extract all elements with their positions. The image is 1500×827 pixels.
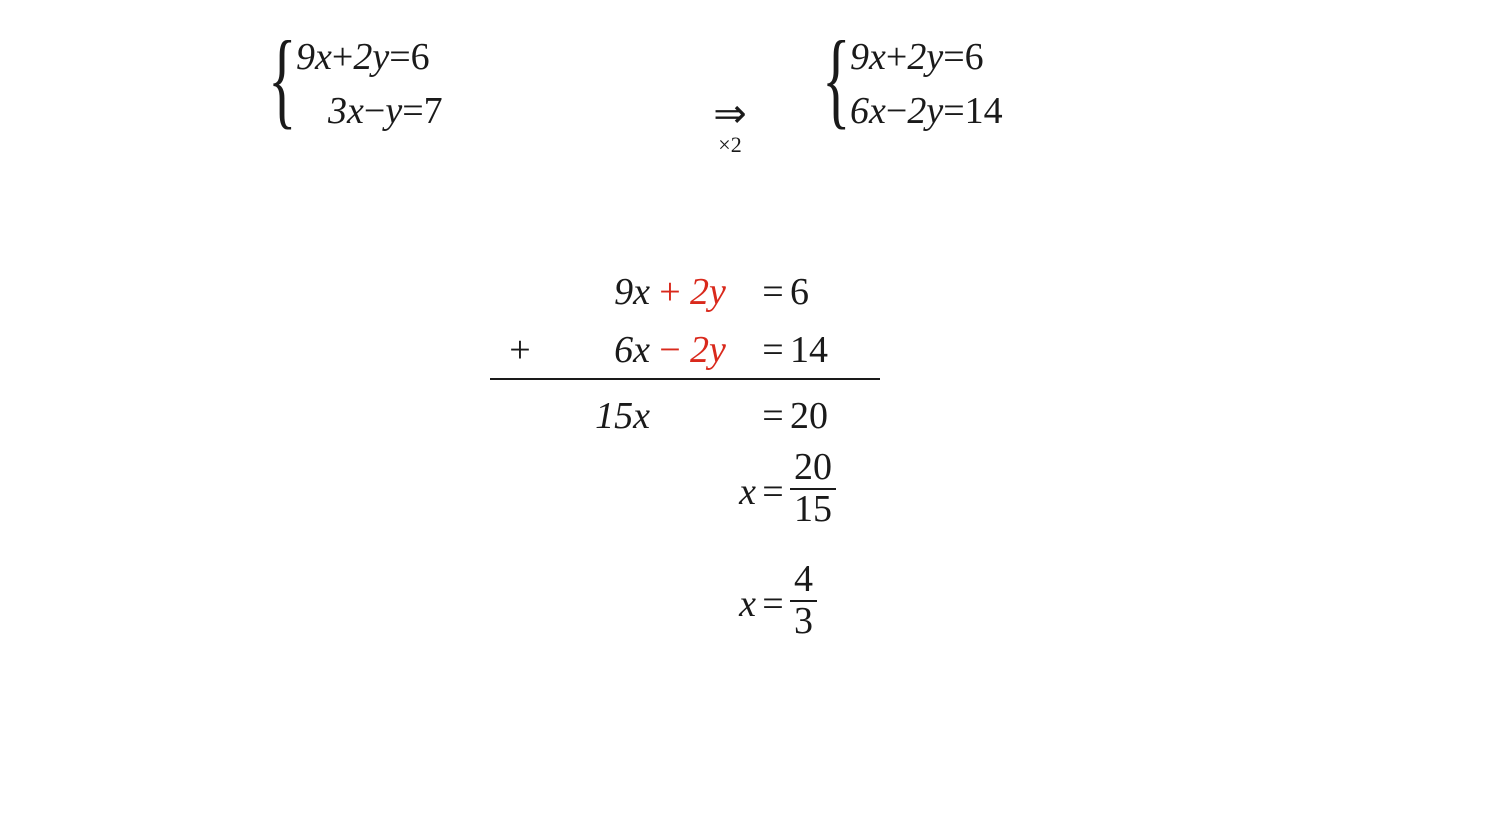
fraction-denominator: 15: [790, 490, 836, 530]
term-by: 2y: [690, 328, 750, 372]
brace-icon: {: [268, 26, 297, 134]
equation: 6x−2y=14: [850, 92, 1003, 130]
term-by: y: [385, 90, 402, 132]
term-by: 2y: [353, 36, 389, 78]
rhs: 6: [965, 36, 984, 78]
implies-arrow-icon: ⇒: [700, 94, 760, 134]
brace-icon: {: [822, 26, 851, 134]
rhs: 20: [790, 394, 870, 438]
rhs: 7: [424, 90, 443, 132]
equation: 9x+2y=6: [850, 38, 984, 76]
term-by: 2y: [907, 90, 943, 132]
term-by: 2y: [690, 270, 750, 314]
term-ax: 9x: [850, 36, 886, 78]
sum-rule: [490, 378, 880, 380]
rhs: 14: [790, 328, 870, 372]
rhs: 14: [965, 90, 1003, 132]
term-ax: 15x: [558, 394, 650, 438]
op-eq: =: [943, 90, 964, 132]
term-ax: 9x: [296, 36, 332, 78]
rhs: 6: [790, 270, 870, 314]
var-x: x: [700, 470, 756, 514]
op-plus-outer: +: [500, 328, 540, 372]
op-minus: −: [364, 90, 385, 132]
op-eq: =: [758, 328, 788, 372]
system-transform: { 9x+2y=6 3x−y=7 ⇒ ×2 { 9x+2y=6 6x−2y=14: [0, 38, 1500, 198]
rhs: 6: [411, 36, 430, 78]
math-worked-example: { 9x+2y=6 3x−y=7 ⇒ ×2 { 9x+2y=6 6x−2y=14…: [0, 0, 1500, 827]
op-plus: +: [886, 36, 907, 78]
op-eq: =: [758, 270, 788, 314]
term-ax: 6x: [850, 90, 886, 132]
fraction: 20 15: [790, 448, 836, 530]
op-eq: =: [758, 470, 788, 514]
op-plus: +: [332, 36, 353, 78]
fraction-numerator: 4: [790, 560, 817, 602]
term-ax: 3x: [328, 90, 364, 132]
op-eq: =: [758, 582, 788, 626]
op-eq: =: [758, 394, 788, 438]
term-by: 2y: [907, 36, 943, 78]
op-minus: −: [886, 90, 907, 132]
op-minus: −: [650, 328, 690, 372]
arrow-subscript: ×2: [700, 134, 760, 156]
fraction-numerator: 20: [790, 448, 836, 490]
fraction: 4 3: [790, 560, 817, 642]
equation: 9x+2y=6: [296, 38, 430, 76]
op-eq: =: [389, 36, 410, 78]
term-ax: 6x: [580, 328, 650, 372]
op-plus: +: [650, 270, 690, 314]
op-eq: =: [943, 36, 964, 78]
op-eq: =: [402, 90, 423, 132]
var-x: x: [700, 582, 756, 626]
fraction-denominator: 3: [790, 602, 817, 642]
equation: 3x−y=7: [328, 92, 443, 130]
term-ax: 9x: [580, 270, 650, 314]
